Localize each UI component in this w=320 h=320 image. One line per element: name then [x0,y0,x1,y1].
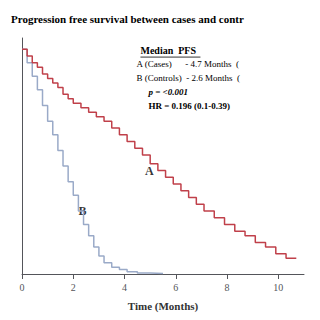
svg-text:10: 10 [273,282,283,293]
svg-text:B: B [78,204,87,219]
svg-text:Median PFS: Median PFS [140,45,196,56]
svg-text:A: A [145,164,154,178]
svg-text:HR = 0.196 (0.1-0.39): HR = 0.196 (0.1-0.39) [148,101,230,111]
svg-text:8: 8 [225,282,230,293]
svg-text:p = <0.001: p = <0.001 [147,87,188,97]
svg-text:B (Controls) - 2.6 Months (: B (Controls) - 2.6 Months ( [136,73,240,83]
svg-text:A (Cases) - 4.7 Months (: A (Cases) - 4.7 Months ( [136,59,239,69]
svg-text:4: 4 [122,282,127,293]
svg-text:2: 2 [71,282,76,293]
svg-text:0: 0 [20,282,25,293]
svg-text:6: 6 [173,282,178,293]
svg-text:Progression free survival betw: Progression free survival between cases … [11,13,244,25]
svg-text:Time (Months): Time (Months) [128,300,199,313]
